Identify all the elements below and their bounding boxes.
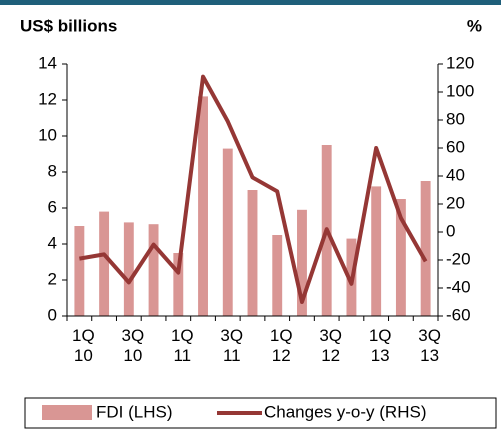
bar [420, 181, 431, 316]
bar [272, 235, 283, 316]
y2-tick-label: 120 [446, 53, 474, 72]
y-tick-label: 6 [48, 197, 57, 216]
y2-axis-label: % [467, 16, 482, 35]
y2-tick-label: 40 [446, 165, 465, 184]
bar [123, 222, 134, 316]
y-tick-label: 8 [48, 161, 57, 180]
y2-tick-label: 0 [446, 221, 455, 240]
bar [297, 209, 307, 316]
y-tick-label: 10 [38, 125, 57, 144]
x-tick-label: 1Q 12 [269, 326, 293, 365]
y2-tick-label: -60 [446, 305, 471, 324]
x-tick-label: 1Q 10 [72, 326, 95, 365]
bar [99, 211, 110, 316]
y2-tick-label: 20 [446, 193, 465, 212]
x-tick-label: 1Q 11 [170, 326, 194, 365]
bar [148, 224, 159, 316]
bar [371, 186, 382, 316]
y-tick-label: 0 [48, 305, 57, 324]
y-tick-label: 4 [48, 233, 57, 252]
top-strip [0, 0, 501, 5]
legend-box [24, 397, 497, 429]
y2-tick-label: -40 [446, 277, 471, 296]
x-tick-label: 3Q 10 [121, 326, 145, 365]
x-tick-label: 3Q 12 [319, 326, 343, 365]
y-axis-label: US$ billions [20, 16, 117, 35]
legend-label: Changes y-o-y (RHS) [264, 402, 427, 421]
y2-tick-label: -20 [446, 249, 471, 268]
x-tick-label: 3Q 11 [220, 326, 244, 365]
y-tick-label: 2 [48, 269, 57, 288]
x-tick-label: 3Q 13 [418, 326, 441, 365]
y2-tick-label: 60 [446, 137, 465, 156]
y-tick-label: 12 [38, 89, 57, 108]
bar [222, 148, 233, 316]
legend-swatch [42, 405, 92, 420]
y-tick-label: 14 [38, 53, 57, 72]
bar [395, 199, 406, 316]
x-tick-label: 1Q 13 [368, 326, 392, 365]
y2-tick-label: 100 [446, 81, 474, 100]
bar [198, 96, 208, 317]
y2-tick-label: 80 [446, 109, 465, 128]
bar [173, 253, 184, 316]
legend-label: FDI (LHS) [96, 402, 173, 421]
bar [74, 226, 85, 316]
line [79, 74, 428, 304]
bar [247, 190, 258, 316]
